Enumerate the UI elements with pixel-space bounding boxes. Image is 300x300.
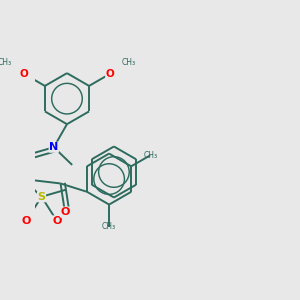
Text: O: O xyxy=(52,216,62,226)
Text: CH₃: CH₃ xyxy=(122,58,136,67)
Text: O: O xyxy=(60,207,70,217)
Text: CH₃: CH₃ xyxy=(102,222,116,231)
Text: N: N xyxy=(49,142,58,152)
Text: CH₃: CH₃ xyxy=(0,58,12,67)
Text: O: O xyxy=(20,69,28,79)
Text: CH₃: CH₃ xyxy=(143,151,157,160)
Text: O: O xyxy=(22,216,31,226)
Text: O: O xyxy=(106,69,114,79)
Text: S: S xyxy=(38,192,46,202)
